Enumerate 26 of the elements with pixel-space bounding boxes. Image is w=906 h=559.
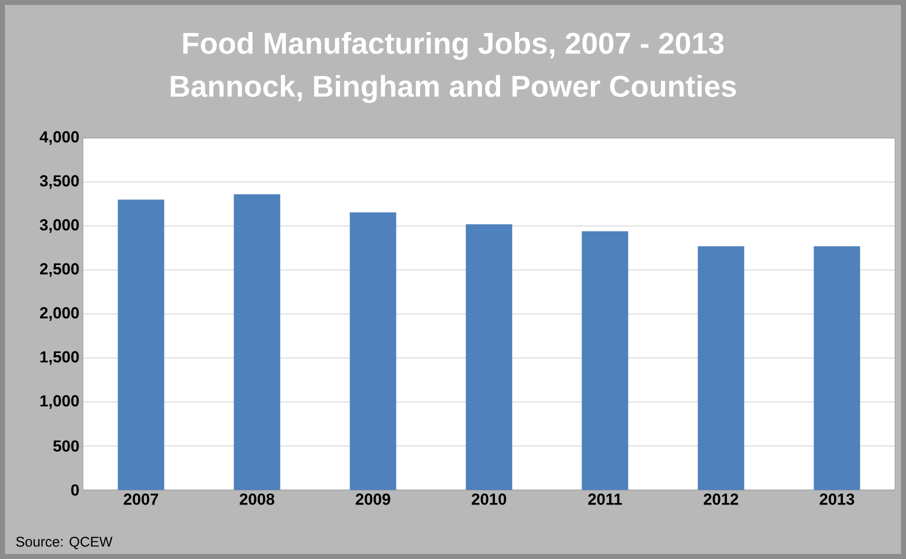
- x-tick-label: 2013: [820, 494, 854, 505]
- chart-title: Food Manufacturing Jobs, 2007 - 2013: [183, 32, 724, 60]
- bar: [118, 200, 164, 490]
- x-tick-label: 2012: [704, 494, 738, 505]
- x-tick-label: 2008: [240, 494, 274, 505]
- y-tick-label: 4,000: [40, 131, 79, 145]
- x-tick-label: 2009: [356, 494, 390, 505]
- y-tick-label: 3,000: [40, 219, 79, 233]
- chart-subtitle: Bannock, Bingham and Power Counties: [170, 74, 736, 104]
- y-tick-label: 3,500: [40, 175, 79, 189]
- bar: [698, 246, 744, 490]
- bar: [350, 212, 396, 490]
- y-tick-label: 1,000: [40, 395, 79, 409]
- bar: [814, 246, 860, 490]
- y-tick-label: 2,500: [40, 263, 79, 277]
- bar: [466, 224, 512, 490]
- x-tick-label: 2010: [472, 494, 506, 505]
- source-note: Source: QCEW: [16, 536, 112, 550]
- y-tick-label: 0: [71, 484, 79, 496]
- bar: [234, 194, 280, 490]
- x-tick-label: 2011: [588, 494, 622, 505]
- y-tick-label: 1,500: [40, 351, 79, 365]
- x-tick-label: 2007: [124, 494, 158, 505]
- y-tick-label: 2,000: [40, 307, 79, 321]
- y-tick-label: 500: [53, 440, 79, 452]
- bar: [582, 231, 628, 490]
